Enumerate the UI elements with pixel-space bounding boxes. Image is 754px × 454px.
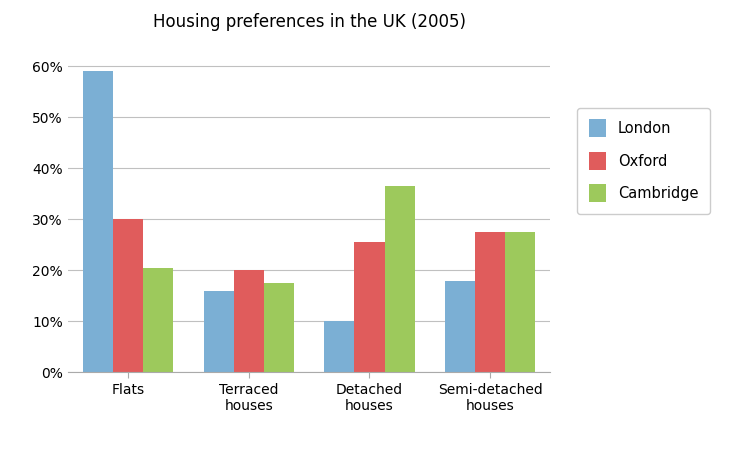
Bar xyxy=(234,270,264,372)
Title: Housing preferences in the UK (2005): Housing preferences in the UK (2005) xyxy=(152,13,466,31)
Bar xyxy=(204,291,234,372)
Bar xyxy=(505,232,535,372)
Bar xyxy=(475,232,505,372)
Bar xyxy=(143,268,173,372)
Bar xyxy=(445,281,475,372)
Legend: London, Oxford, Cambridge: London, Oxford, Cambridge xyxy=(577,108,710,214)
Bar xyxy=(113,219,143,372)
Bar xyxy=(354,242,385,372)
Bar xyxy=(324,321,354,372)
Bar xyxy=(83,71,113,372)
Bar xyxy=(264,283,294,372)
Bar xyxy=(385,186,415,372)
